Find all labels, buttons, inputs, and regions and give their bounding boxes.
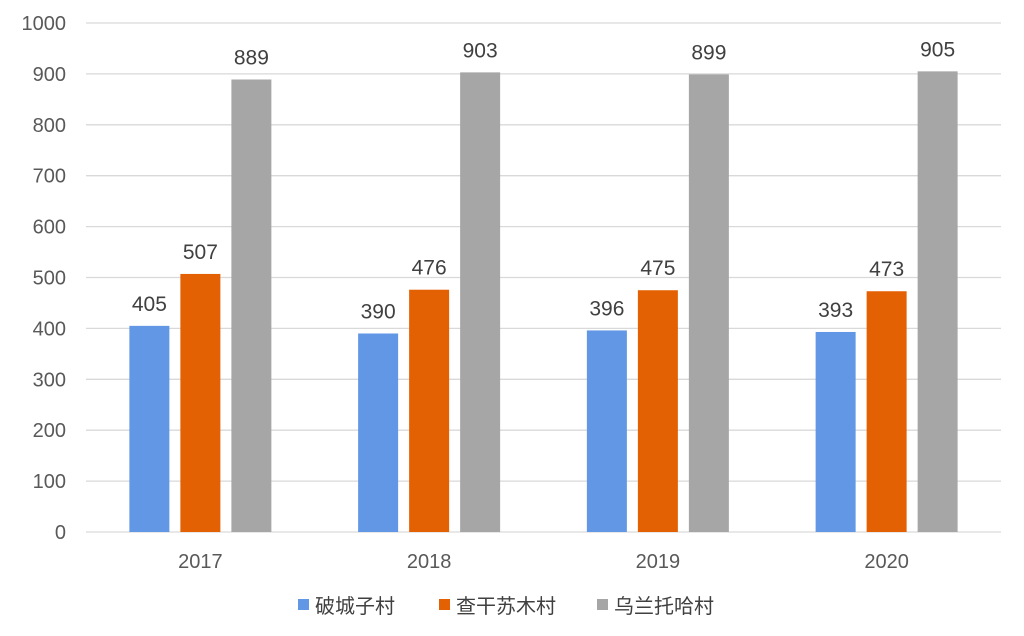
- x-tick-label: 2017: [178, 551, 223, 573]
- bars: [129, 71, 958, 533]
- data-label: 476: [412, 257, 447, 280]
- bar: [460, 72, 501, 533]
- data-label: 889: [234, 46, 269, 69]
- y-tick-label: 900: [33, 64, 66, 86]
- gridlines: [86, 22, 1001, 533]
- y-tick-label: 0: [55, 522, 66, 544]
- y-tick-label: 600: [33, 217, 66, 239]
- data-label: 903: [463, 39, 498, 62]
- y-tick-label: 100: [33, 471, 66, 493]
- x-tick-label: 2019: [636, 551, 681, 573]
- bar: [586, 330, 627, 532]
- data-label: 393: [818, 299, 853, 322]
- y-tick-label: 200: [33, 420, 66, 442]
- legend-label: 乌兰托哈村: [614, 594, 714, 618]
- legend-swatch: [298, 599, 309, 610]
- bar: [358, 333, 399, 532]
- bar: [866, 291, 907, 532]
- y-tick-label: 500: [33, 268, 66, 290]
- data-labels: 405 507 889 390 476 903 396 475 899 393 473 905: [132, 38, 955, 323]
- legend: 破城子村 查干苏木村 乌兰托哈村: [298, 594, 714, 618]
- x-axis-tick-labels: 2017 2018 2019 2020: [178, 551, 909, 573]
- legend-label: 查干苏木村: [456, 594, 556, 618]
- bar: [180, 273, 221, 532]
- y-tick-label: 1000: [22, 13, 67, 35]
- data-label: 396: [589, 297, 624, 320]
- bar: [637, 290, 678, 532]
- data-label: 405: [132, 293, 167, 316]
- legend-swatch: [597, 599, 608, 610]
- bar: [815, 331, 856, 532]
- data-label: 899: [691, 41, 726, 64]
- data-label: 905: [920, 38, 955, 61]
- data-label: 390: [361, 300, 396, 323]
- y-tick-label: 800: [33, 115, 66, 137]
- x-tick-label: 2020: [864, 551, 909, 573]
- bar: [231, 79, 272, 533]
- x-tick-label: 2018: [407, 551, 452, 573]
- legend-label: 破城子村: [315, 594, 395, 618]
- y-axis-tick-labels: 0 100 200 300 400 500 600 700 800 900 1000: [22, 13, 67, 544]
- bar: [917, 71, 958, 532]
- legend-swatch: [439, 599, 450, 610]
- y-tick-label: 300: [33, 369, 66, 391]
- bar: [129, 325, 170, 532]
- y-tick-label: 700: [33, 166, 66, 188]
- data-label: 507: [183, 241, 218, 264]
- y-tick-label: 400: [33, 318, 66, 340]
- bar: [688, 74, 729, 532]
- bar: [409, 289, 450, 532]
- data-label: 475: [640, 257, 675, 280]
- data-label: 473: [869, 258, 904, 281]
